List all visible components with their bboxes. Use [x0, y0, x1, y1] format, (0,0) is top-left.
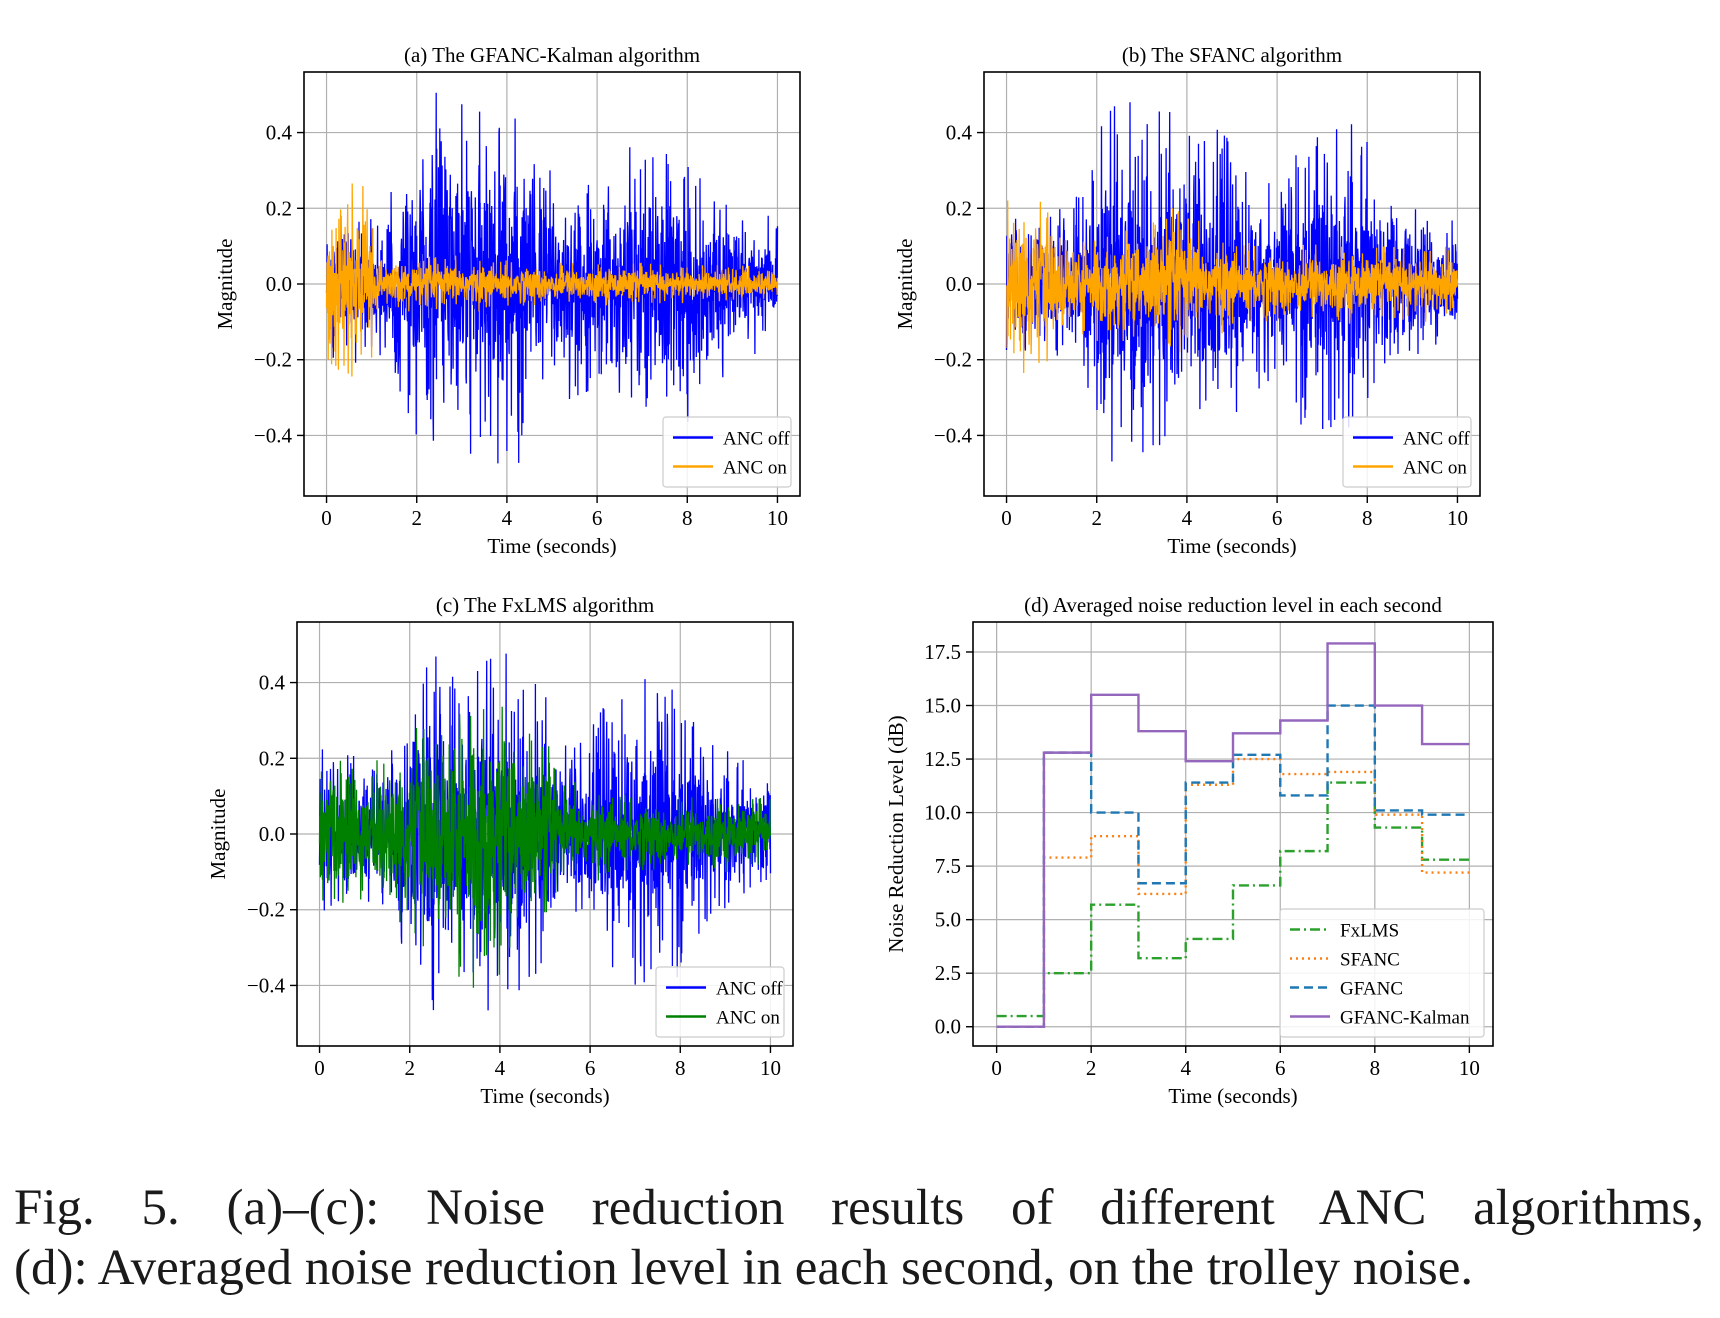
axes-frame: [972, 621, 1494, 1047]
plot-area-c: [318, 653, 772, 1011]
y-tick-label: 0.2: [266, 196, 292, 220]
y-axis-label: Magnitude: [213, 239, 237, 330]
x-tick-label: 0: [1001, 506, 1012, 530]
x-tick-label: 6: [1275, 1056, 1286, 1080]
legend-label: ANC on: [716, 1008, 780, 1029]
y-axis-label: Magnitude: [893, 239, 917, 330]
x-axis-label: Time (seconds): [1167, 534, 1296, 558]
legend: ANC off ANC on: [662, 416, 792, 488]
chart-title: (c) The FxLMS algorithm: [436, 593, 654, 617]
y-tick-label: 0.0: [946, 272, 972, 296]
series-line-anc-on: [325, 183, 779, 377]
x-tick-label: 8: [682, 506, 693, 530]
legend-label: ANC on: [1403, 458, 1467, 479]
y-tick-label: −0.4: [254, 423, 293, 447]
x-tick-label: 2: [404, 1056, 415, 1080]
legend: FxLMS SFANC GFANC GFANC-Kalman: [1279, 908, 1485, 1038]
legend-box: [662, 416, 792, 488]
legend-label: FxLMS: [1340, 921, 1399, 942]
x-tick-label: 8: [1362, 506, 1373, 530]
x-tick-label: 0: [321, 506, 332, 530]
legend: ANC off ANC on: [655, 966, 785, 1038]
x-tick-label: 6: [1272, 506, 1283, 530]
legend-label: SFANC: [1340, 950, 1400, 971]
x-tick-label: 10: [760, 1056, 781, 1080]
y-axis-label: Magnitude: [206, 789, 230, 880]
series-line-anc-on: [1005, 200, 1459, 374]
legend-label: ANC off: [723, 429, 790, 450]
x-tick-label: 10: [1447, 506, 1468, 530]
legend-box: [655, 966, 785, 1038]
x-tick-label: 4: [1180, 1056, 1191, 1080]
y-tick-label: 10.0: [924, 801, 961, 825]
y-tick-label: 0.4: [259, 671, 286, 695]
y-tick-label: −0.2: [254, 348, 292, 372]
legend-label: GFANC-Kalman: [1340, 1008, 1470, 1029]
plot-area-b: [1005, 102, 1459, 462]
caption-line-1: Fig. 5. (a)–(c): Noise reduction results…: [14, 1180, 1704, 1236]
x-axis-label: Time (seconds): [480, 1084, 609, 1108]
series-line-fxlms: [996, 781, 1470, 1018]
y-tick-label: 0.4: [946, 121, 973, 145]
figure-caption: Fig. 5. (a)–(c): Noise reduction results…: [14, 1178, 1704, 1298]
legend-label: GFANC: [1340, 979, 1403, 1000]
chart-title: (d) Averaged noise reduction level in ea…: [1024, 593, 1442, 617]
y-tick-label: 0.2: [946, 196, 972, 220]
x-tick-label: 8: [1370, 1056, 1381, 1080]
y-tick-label: 0.2: [259, 746, 285, 770]
legend: ANC off ANC on: [1342, 416, 1472, 488]
plot-area-d: [996, 642, 1470, 1028]
y-tick-label: 0.0: [935, 1015, 961, 1039]
chart-c: 0 2 4 6 8 10 −0.4 −0.2 0.0 0.2 0.4 (c) The FxLMS al…: [206, 593, 794, 1108]
plot-area-a: [325, 92, 779, 464]
chart-d: 0 2 4 6 8 10 0.0 2.5 5.0 7.5 10.0 12.5 15.0 17.5 (d) A…: [884, 593, 1494, 1108]
y-tick-label: 7.5: [935, 854, 961, 878]
y-tick-label: 2.5: [935, 961, 961, 985]
y-tick-label: 5.0: [935, 908, 961, 932]
x-axis-label: Time (seconds): [487, 534, 616, 558]
y-tick-label: 15.0: [924, 694, 961, 718]
legend-box: [1279, 908, 1485, 1038]
chart-b: 0 2 4 6 8 10 −0.4 −0.2 0.0 0.2 0.4 (b) The SFANC al…: [893, 43, 1481, 558]
series-line-gfanc-kalman: [996, 642, 1470, 1028]
x-tick-label: 4: [495, 1056, 506, 1080]
chart-title: (b) The SFANC algorithm: [1122, 43, 1342, 67]
y-tick-label: 0.0: [259, 822, 285, 846]
x-tick-label: 2: [1086, 1056, 1097, 1080]
legend-box: [1342, 416, 1472, 488]
y-tick-label: 0.0: [266, 272, 292, 296]
series-line-gfanc: [996, 704, 1470, 1028]
x-tick-label: 2: [1091, 506, 1102, 530]
figure: 0 2 4 6 8 10 −0.4 −0.2 0.0 0.2 0.4 (a) The GFANC-Ka…: [206, 43, 1494, 1108]
caption-line-2: (d): Averaged noise reduction level in e…: [14, 1240, 1474, 1296]
series-line-anc-on: [318, 706, 772, 988]
x-tick-label: 10: [767, 506, 788, 530]
y-tick-label: −0.2: [247, 898, 285, 922]
y-tick-label: −0.4: [247, 973, 286, 997]
y-tick-label: 12.5: [924, 747, 961, 771]
x-tick-label: 8: [675, 1056, 686, 1080]
chart-title: (a) The GFANC-Kalman algorithm: [404, 43, 700, 67]
legend-label: ANC on: [723, 458, 787, 479]
chart-a: 0 2 4 6 8 10 −0.4 −0.2 0.0 0.2 0.4 (a) The GFANC-Ka…: [213, 43, 801, 558]
x-tick-label: 0: [314, 1056, 325, 1080]
legend-label: ANC off: [716, 979, 783, 1000]
legend-label: ANC off: [1403, 429, 1470, 450]
x-tick-label: 6: [592, 506, 603, 530]
x-tick-label: 6: [585, 1056, 596, 1080]
y-tick-label: 17.5: [924, 640, 961, 664]
y-axis-label: Noise Reduction Level (dB): [884, 715, 908, 952]
y-tick-label: −0.4: [934, 423, 973, 447]
x-axis-label: Time (seconds): [1168, 1084, 1297, 1108]
y-tick-label: −0.2: [934, 348, 972, 372]
x-tick-label: 4: [1182, 506, 1193, 530]
series-line-sfanc: [996, 757, 1470, 1028]
x-tick-label: 10: [1459, 1056, 1480, 1080]
x-tick-label: 2: [411, 506, 422, 530]
x-tick-label: 0: [991, 1056, 1002, 1080]
x-tick-label: 4: [502, 506, 513, 530]
y-tick-label: 0.4: [266, 121, 293, 145]
